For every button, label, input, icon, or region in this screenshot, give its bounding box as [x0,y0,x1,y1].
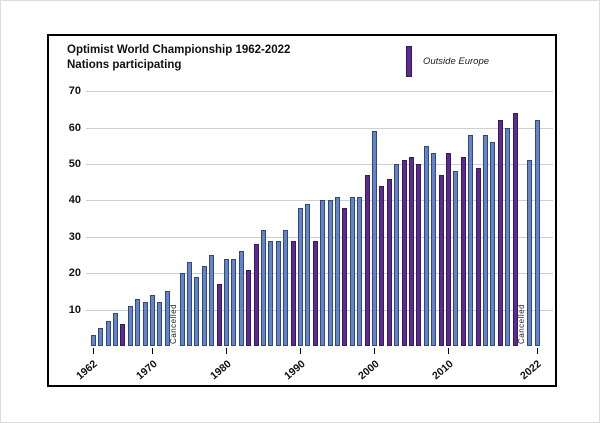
bar-2009 [438,175,444,346]
bar-1977 [201,265,207,346]
x-tick-1990 [299,348,302,354]
bar-1975 [186,262,193,346]
x-tick-1962 [92,348,94,354]
bar-1976 [194,276,200,346]
bar-1992 [312,240,318,346]
legend-swatch-outside-europe [406,46,412,77]
bar-2015 [482,134,489,346]
gridline-30 [86,236,553,238]
y-axis-label-20: 20 [68,267,81,280]
bar-2012 [460,156,466,346]
bar-1970 [149,295,156,346]
bar-1988 [283,229,289,346]
gridline-40 [86,200,553,202]
bar-2011 [453,171,459,346]
bar-2010 [445,153,452,346]
bar-2019 [512,113,518,346]
chart-title: Optimist World Championship 1962-2022 Na… [67,43,290,73]
bar-2016 [490,142,496,346]
x-tick-2010 [447,348,450,354]
bar-1980 [223,258,230,346]
x-tick-2000 [373,348,376,354]
bar-1994 [327,200,333,346]
bar-1969 [142,302,148,346]
bar-1997 [349,196,355,346]
y-axis-label-40: 40 [68,194,81,207]
legend-label: Outside Europe [423,56,490,67]
bar-2005 [408,156,415,346]
bar-1964 [105,320,111,346]
bar-1971 [157,302,163,346]
y-axis-label-50: 50 [68,158,81,171]
bar-1984 [253,244,259,346]
bar-2008 [431,153,437,346]
gridline-20 [86,273,553,275]
bar-1991 [305,204,311,346]
bar-1987 [275,240,281,346]
bar-1981 [231,258,237,346]
bar-1972 [164,291,170,346]
bar-2007 [423,145,429,346]
cancelled-annotation-1973: Cancelled [169,303,179,344]
bar-1993 [320,200,326,346]
cancelled-annotation-2020: Cancelled [517,303,526,344]
bar-2018 [505,127,511,346]
bar-2014 [475,167,481,346]
bar-2013 [468,134,474,346]
bar-2003 [394,164,400,346]
chart-title-line2: Nations participating [67,59,182,71]
gridline-70 [86,91,553,93]
gridline-60 [86,127,553,129]
bar-1998 [357,196,363,346]
x-tick-1980 [225,348,228,354]
bar-1985 [260,229,267,346]
bar-1974 [179,273,185,346]
y-axis-label-60: 60 [68,121,81,134]
bar-1983 [246,269,252,346]
bar-1966 [120,324,126,346]
y-axis-label-10: 10 [68,303,81,316]
y-axis-label-30: 30 [68,230,81,243]
bar-1968 [135,298,141,346]
bar-1989 [290,240,296,346]
bar-1996 [342,207,348,346]
bar-2017 [497,120,503,346]
gridline-10 [86,309,553,311]
bar-1982 [238,251,244,346]
gridline-50 [86,164,553,166]
bar-2022 [534,120,540,346]
bar-1999 [364,175,370,346]
bar-2006 [416,164,422,346]
x-tick-1970 [151,348,154,354]
bar-2001 [379,185,385,346]
bar-1995 [334,196,341,346]
x-tick-2022 [536,348,538,354]
bar-1986 [268,240,274,346]
bar-2004 [401,160,407,346]
chart-title-line1: Optimist World Championship 1962-2022 [67,44,291,56]
bar-2000 [371,131,378,346]
bar-1963 [98,327,104,346]
y-axis-label-70: 70 [68,85,81,98]
bar-1990 [297,207,304,346]
bar-1979 [216,284,222,346]
bar-1978 [209,255,215,346]
bar-2002 [386,178,392,346]
bar-1965 [112,313,119,346]
bar-2021 [527,160,533,346]
bar-1967 [127,306,133,346]
bar-1962 [90,335,96,346]
